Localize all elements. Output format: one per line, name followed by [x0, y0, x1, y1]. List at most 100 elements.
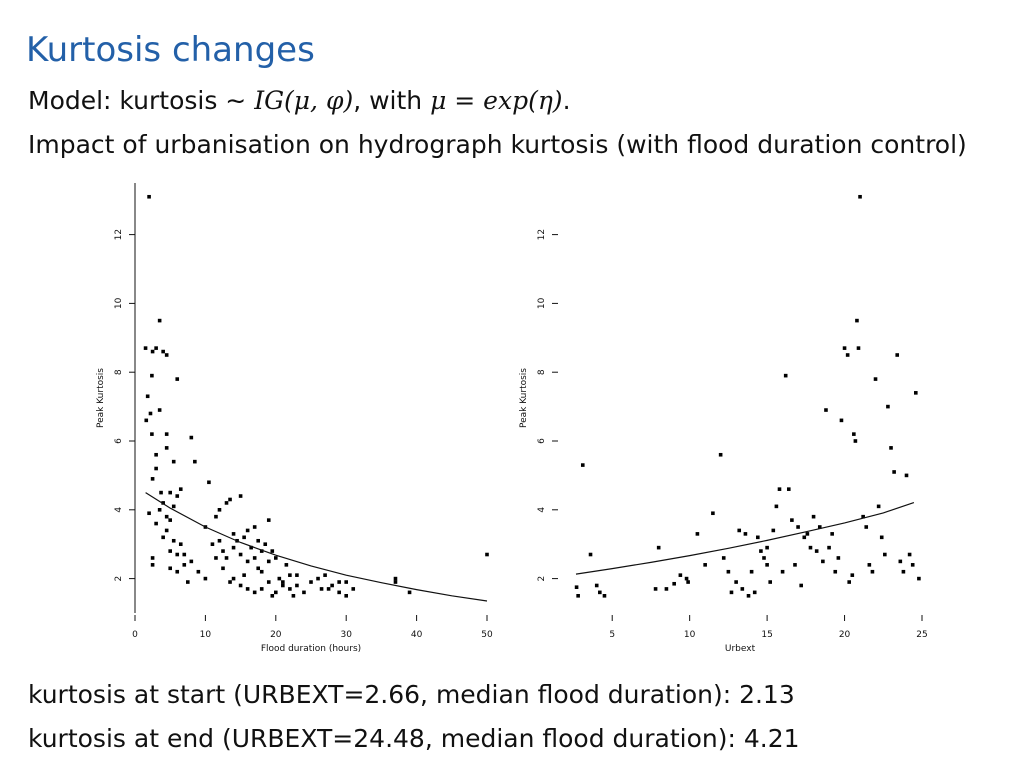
plot1-data-point — [238, 494, 243, 498]
plot2-y-tick-label: 4 — [537, 507, 547, 513]
plot1-data-point — [196, 569, 201, 574]
plot2-data-point — [777, 487, 782, 491]
plot1-data-point — [150, 556, 155, 560]
plot1-x-axis-label: Flood duration (hours) — [261, 644, 361, 654]
plot1-y-tick-label: 4 — [114, 507, 124, 513]
plot1-data-point — [274, 556, 278, 560]
plot2-x-tick-label: 15 — [761, 630, 772, 640]
plot2-data-point — [752, 590, 757, 595]
plot2-y-tick-label: 8 — [537, 369, 547, 375]
plot2-data-point — [768, 580, 773, 584]
plot1-data-point — [259, 549, 264, 553]
plot1-data-point — [284, 563, 289, 567]
plot1-data-point — [143, 346, 148, 350]
plot1-data-point — [330, 583, 334, 588]
model-end: . — [562, 86, 571, 115]
plot1-data-point — [224, 556, 229, 560]
plot1-y-tick-label: 10 — [114, 297, 124, 309]
plot2-data-point — [842, 346, 847, 350]
plot2-y-tick-label: 12 — [537, 229, 547, 240]
plot2-data-point — [576, 594, 580, 598]
plot1-data-point — [150, 349, 155, 354]
plot2-data-point — [814, 549, 819, 553]
plot2-x-axis-label: Urbext — [725, 644, 756, 654]
plot2-data-point — [718, 452, 723, 457]
plot2-data-point — [734, 580, 738, 584]
plot1-data-point — [259, 569, 264, 574]
plot1-data-point — [154, 521, 158, 526]
plot1-data-point — [393, 580, 398, 584]
plot1-data-point — [309, 580, 313, 584]
plot1-data-point — [245, 528, 250, 533]
plot2-data-point — [821, 559, 825, 564]
plot1-data-point — [189, 559, 194, 564]
plot2-data-point — [790, 518, 794, 522]
plot1-data-point — [274, 590, 278, 595]
plot2-y-tick-label: 6 — [537, 438, 547, 444]
plot1-data-point — [259, 587, 264, 591]
plot2-data-point — [598, 590, 602, 595]
plot2-data-point — [855, 318, 859, 323]
plot2-data-point — [827, 545, 831, 550]
slide-subtitle: Impact of urbanisation on hydrograph kur… — [28, 130, 967, 159]
plot1-y-tick-label: 12 — [114, 229, 124, 240]
plot2-data-point — [653, 587, 658, 591]
plot2-data-point — [892, 470, 896, 474]
plot2-data-point — [836, 556, 841, 560]
footer-kurtosis-start: kurtosis at start (URBEXT=2.66, median f… — [28, 680, 795, 709]
plot1-data-point — [168, 518, 172, 522]
plot1-data-point — [147, 194, 151, 199]
plot2-y-axis-label: Peak Kurtosis — [519, 368, 529, 428]
plot2-data-point — [852, 432, 856, 436]
plot1-data-point — [171, 538, 176, 543]
plot2-data-point — [678, 573, 683, 577]
plot1-data-point — [154, 346, 158, 350]
plot1-y-tick-label: 2 — [114, 576, 124, 582]
plot1-x-tick-label: 50 — [481, 630, 493, 640]
plot1-data-point — [266, 518, 271, 522]
plot1-data-point — [344, 580, 348, 584]
plot2-data-point — [656, 545, 661, 550]
plot1-data-point — [161, 501, 165, 505]
plot2-data-point — [870, 569, 875, 574]
plot1-data-point — [221, 566, 225, 571]
model-line: Model: kurtosis ∼ IG(μ, φ), with μ = exp… — [28, 86, 571, 115]
plot1-fitted-curve — [145, 492, 488, 602]
plot1-data-point — [270, 549, 275, 553]
plot2-data-point — [703, 563, 707, 567]
plot1-data-point — [231, 545, 236, 550]
plot2-data-point — [793, 563, 797, 567]
plot2-data-point — [886, 404, 890, 409]
footer-kurtosis-end: kurtosis at end (URBEXT=24.48, median fl… — [28, 724, 800, 753]
plot1-data-point — [266, 580, 271, 584]
plot2-data-point — [765, 545, 769, 550]
plot1-data-point — [189, 435, 194, 440]
plot1-data-point — [302, 590, 306, 595]
plot1-y-tick-label: 6 — [114, 438, 124, 444]
plot2-data-point — [867, 563, 872, 567]
plot2-data-point — [580, 463, 585, 467]
plot1-data-point — [144, 418, 149, 423]
plot2-data-point — [904, 473, 909, 478]
plot1-data-point — [242, 535, 246, 540]
plot2-data-point — [805, 532, 810, 536]
plot1-data-point — [316, 576, 320, 581]
plot1-data-point — [148, 411, 153, 416]
plot1-data-point — [171, 504, 176, 509]
plot1-data-point — [263, 542, 268, 546]
plot2-data-point — [861, 514, 865, 519]
plot1-data-point — [175, 569, 180, 574]
plot2-data-point — [910, 563, 915, 567]
plot1-data-point — [231, 532, 236, 536]
plot2-y-tick-label: 10 — [537, 297, 547, 309]
plot2-data-point — [771, 528, 776, 533]
plot2-data-point — [602, 594, 607, 598]
plot2-data-point — [901, 569, 906, 574]
plot2-x-tick-label: 5 — [609, 630, 615, 640]
plot1-data-point — [147, 511, 151, 516]
plot2-data-point — [721, 556, 726, 560]
plot1-data-point — [164, 353, 169, 357]
plot1-data-point — [217, 508, 222, 512]
plot1-data-point — [281, 580, 285, 584]
